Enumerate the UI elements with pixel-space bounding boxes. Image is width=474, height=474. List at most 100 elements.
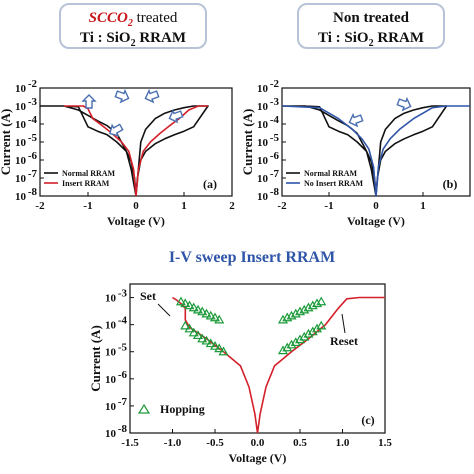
x-tick-label: -1.5 [121, 437, 139, 449]
y-tick-label: 10 [105, 374, 117, 386]
annotation-set-pointer [157, 303, 171, 317]
x-tick-label: -1 [324, 200, 333, 212]
hopping-point [197, 333, 208, 343]
y-tick-label: 10 [15, 83, 27, 95]
x-tick-label: -2 [35, 200, 45, 212]
y-tick-label: 10 [105, 401, 117, 413]
y-tick-label: 10 [15, 137, 27, 149]
y-tick-label: 10 [257, 83, 269, 95]
y-tick-exponent: -6 [118, 369, 128, 381]
hopping-point [201, 335, 212, 345]
hopping-point [209, 312, 221, 322]
annotation-set: Set [140, 289, 156, 303]
y-tick-label: 10 [257, 173, 269, 185]
x-tick-label: -0.5 [206, 437, 224, 449]
legend-label: Normal RRAM [62, 169, 116, 178]
y-tick-exponent: -2 [28, 78, 38, 90]
panel-a: SCCO2 treated Ti : SiO2 RRAM -2 -1 0 1 210 -8… [0, 3, 235, 228]
direction-arrow-a4 [109, 123, 124, 137]
hopping-point [218, 346, 229, 356]
annotation-reset: Reset [330, 334, 358, 348]
x-tick-label: 2 [229, 200, 235, 212]
y-tick-label: 10 [105, 293, 117, 305]
y-tick-label: 10 [257, 137, 269, 149]
plot-c: -1.5 -1.0 -0.5 0.0 0.5 1.0 1.510-810-710-610-5… [88, 283, 392, 465]
hopping-point [303, 328, 314, 338]
panel-label: (c) [361, 413, 374, 427]
subtitle-b-part2: RRAM [374, 30, 424, 46]
data-layer [282, 105, 470, 196]
legend-swatch-hopping [137, 403, 151, 414]
series-line-curve [172, 296, 385, 433]
x-tick-label: 1.0 [336, 437, 350, 449]
data-layer [172, 296, 385, 433]
x-axis-label: Voltage (V) [347, 214, 405, 228]
hopping-point [316, 320, 327, 330]
hopping-point [282, 312, 293, 322]
subtitle-b: Ti : SiO2 RRAM [318, 30, 424, 49]
y-tick-label: 10 [257, 191, 269, 203]
hopping-point [188, 302, 199, 312]
subtitle-b-part1: Ti : SiO [318, 30, 369, 46]
hopping-point [277, 314, 289, 324]
direction-arrow-a2 [114, 88, 130, 104]
y-tick-label: 10 [105, 320, 117, 332]
hopping-point [188, 327, 199, 337]
title-box-a [59, 3, 207, 49]
x-tick-label: 1.5 [378, 437, 392, 449]
hopping-point [311, 298, 323, 308]
hopping-point [307, 326, 318, 336]
x-tick-label: 0 [133, 200, 139, 212]
title-a-rest: treated [133, 10, 178, 26]
y-tick-label: 10 [15, 155, 27, 167]
title-c: I-V sweep Insert RRAM [169, 249, 335, 266]
y-axis-label: Current (A) [240, 109, 255, 176]
y-tick-label: 10 [257, 155, 269, 167]
hopping-point [294, 334, 306, 344]
annotation-reset-pointer [341, 313, 346, 334]
y-tick-exponent: -5 [118, 342, 128, 354]
hopping-point [299, 304, 310, 314]
plot-a: -2 -1 0 1 210-810-710-610-510-410-310 -2Volta… [0, 78, 235, 228]
y-tick-exponent: -6 [270, 150, 280, 162]
x-axis-label: Voltage (V) [229, 451, 287, 465]
x-axis-label: Voltage (V) [107, 214, 165, 228]
subtitle-a-sub: 2 [131, 38, 136, 49]
hopping-point [197, 306, 208, 316]
panel-c: I-V sweep Insert RRAM -1.5 -1.0 -0.5 0.0 0.5… [88, 249, 392, 465]
direction-arrow-b2 [396, 96, 412, 112]
hopping-point [192, 330, 204, 340]
direction-arrow-a3 [144, 88, 160, 104]
panel-b: Non treated Ti : SiO2 RRAM -2 -1 0 110 -810-… [240, 3, 471, 228]
hopping-point [201, 308, 212, 318]
hopping-point [192, 304, 204, 314]
hopping-point [214, 314, 225, 324]
hopping-point [184, 300, 195, 310]
y-tick-exponent: -7 [28, 168, 38, 180]
y-tick-label: 10 [257, 101, 269, 113]
hopping-point [180, 298, 191, 308]
y-tick-label: 10 [15, 101, 27, 113]
y-tick-exponent: -7 [118, 396, 128, 408]
y-tick-exponent: -8 [118, 423, 128, 435]
hopping-point [277, 345, 289, 355]
hopping-point [286, 310, 297, 320]
hopping-point [286, 339, 297, 349]
title-box-b [297, 3, 445, 49]
subtitle-a-part2: RRAM [136, 30, 186, 46]
legend-label: No Insert RRAM [304, 179, 364, 188]
hopping-point [294, 306, 306, 316]
title-b: Non treated [333, 10, 410, 26]
y-tick-exponent: -6 [28, 150, 38, 162]
title-a-accent-sub: 2 [127, 18, 133, 29]
y-axis-label: Current (A) [88, 325, 103, 392]
title-a-accent: SCCO [89, 10, 128, 26]
hopping-point [214, 343, 225, 353]
direction-arrow-a1 [81, 94, 97, 109]
hopping-point [180, 320, 191, 330]
x-tick-label: -1 [83, 200, 92, 212]
y-tick-exponent: -3 [118, 288, 128, 300]
hopping-point [316, 296, 327, 306]
x-tick-label: 0.0 [251, 437, 265, 449]
